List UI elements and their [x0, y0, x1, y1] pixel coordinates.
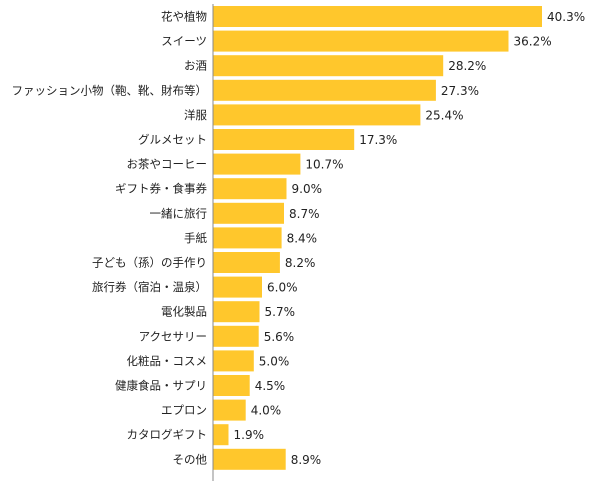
bar	[213, 178, 287, 200]
category-label: 電化製品	[161, 305, 207, 319]
value-label: 4.5%	[255, 379, 286, 393]
category-label: 洋服	[184, 108, 207, 122]
value-label: 8.2%	[285, 256, 316, 270]
category-label: エプロン	[161, 403, 207, 417]
value-label: 8.7%	[289, 207, 320, 221]
value-label: 10.7%	[305, 158, 343, 172]
bar	[213, 325, 259, 347]
value-label: 5.0%	[259, 354, 290, 368]
bar	[213, 448, 286, 470]
category-label: 花や植物	[161, 10, 207, 24]
bars	[213, 6, 542, 470]
category-label: 健康食品・サプリ	[115, 379, 207, 393]
category-label: 一緒に旅行	[150, 206, 208, 220]
bar	[213, 129, 355, 150]
bar	[213, 153, 301, 175]
bar	[213, 30, 509, 52]
value-label: 27.3%	[441, 84, 479, 98]
value-label: 36.2%	[514, 35, 552, 49]
category-label: お酒	[184, 59, 207, 73]
category-label: ファッション小物（鞄、靴、財布等）	[12, 83, 208, 97]
category-label: グルメセット	[138, 133, 207, 147]
bar	[213, 276, 262, 298]
category-label: 子ども（孫）の手作り	[92, 256, 207, 270]
value-label: 5.7%	[265, 305, 296, 319]
category-label: ギフト券・食事券	[115, 182, 207, 196]
bar	[213, 79, 436, 101]
value-label: 17.3%	[359, 133, 397, 147]
bar	[213, 424, 229, 446]
value-label: 9.0%	[292, 182, 323, 196]
category-label: 旅行券（宿泊・温泉）	[92, 280, 207, 294]
bar	[213, 350, 254, 372]
bar	[213, 252, 280, 273]
category-label: お茶やコーヒー	[127, 157, 208, 171]
category-label: カタログギフト	[127, 428, 208, 442]
bar	[213, 375, 250, 396]
value-labels: 40.3% 36.2% 28.2% 27.3% 25.4% 17.3% 10.7% 9.0% 8…	[234, 10, 586, 467]
category-label: スイーツ	[161, 34, 207, 48]
bar	[213, 399, 246, 421]
bar	[213, 227, 282, 249]
value-label: 25.4%	[425, 108, 463, 122]
category-label: アクセサリー	[139, 329, 207, 343]
bar	[213, 55, 444, 77]
value-label: 4.0%	[251, 404, 282, 418]
category-label: その他	[173, 452, 208, 466]
category-label: 手紙	[184, 231, 207, 245]
value-label: 1.9%	[234, 428, 265, 442]
bar	[213, 104, 421, 126]
value-label: 8.9%	[291, 453, 322, 467]
bar	[213, 202, 284, 224]
value-label: 40.3%	[547, 10, 585, 24]
value-label: 28.2%	[448, 59, 486, 73]
value-label: 8.4%	[287, 231, 318, 245]
category-label: 化粧品・コスメ	[127, 354, 208, 368]
value-label: 5.6%	[264, 330, 295, 344]
value-label: 6.0%	[267, 281, 298, 295]
bar	[213, 301, 260, 323]
bar	[213, 6, 542, 27]
